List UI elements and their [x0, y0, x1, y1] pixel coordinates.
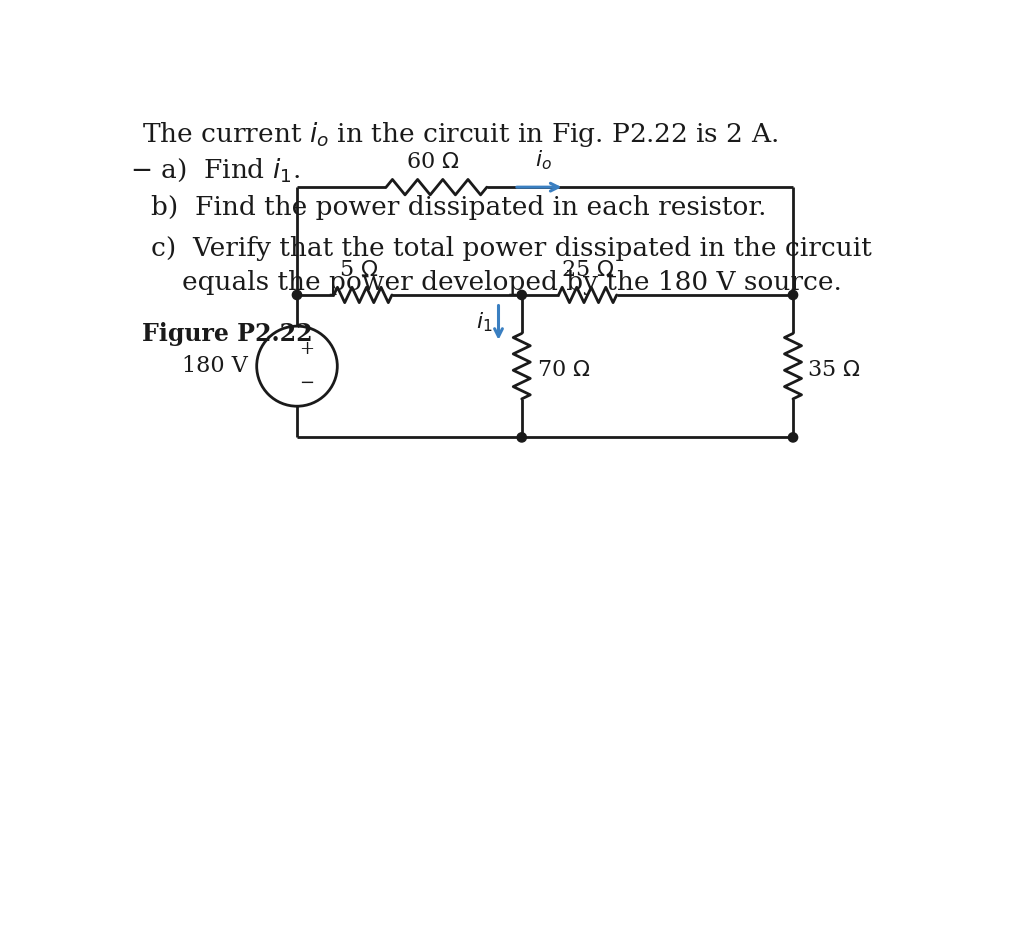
Text: 5 $\Omega$: 5 $\Omega$: [339, 259, 378, 281]
Text: The current $i_o$ in the circuit in Fig. P2.22 is 2 A.: The current $i_o$ in the circuit in Fig.…: [142, 120, 777, 149]
Circle shape: [292, 291, 301, 299]
Text: −: −: [298, 374, 313, 392]
Text: $-$ a)  Find $i_1$.: $-$ a) Find $i_1$.: [130, 157, 300, 184]
Text: $i_o$: $i_o$: [534, 148, 551, 172]
Text: +: +: [298, 340, 313, 358]
Circle shape: [788, 433, 797, 442]
Text: 25 $\Omega$: 25 $\Omega$: [560, 259, 614, 281]
Text: 60 $\Omega$: 60 $\Omega$: [405, 151, 459, 173]
Circle shape: [517, 291, 526, 299]
Text: $i_1$: $i_1$: [475, 311, 491, 334]
Text: b)  Find the power dissipated in each resistor.: b) Find the power dissipated in each res…: [152, 195, 766, 219]
Circle shape: [788, 291, 797, 299]
Text: equals the power developed by the 180 V source.: equals the power developed by the 180 V …: [182, 271, 841, 295]
Text: Figure P2.22: Figure P2.22: [142, 322, 312, 346]
Text: 35 $\Omega$: 35 $\Omega$: [806, 359, 859, 381]
Text: 180 V: 180 V: [181, 355, 247, 377]
Text: 70 $\Omega$: 70 $\Omega$: [537, 359, 590, 381]
Circle shape: [517, 433, 526, 442]
Text: c)  Verify that the total power dissipated in the circuit: c) Verify that the total power dissipate…: [152, 236, 871, 260]
